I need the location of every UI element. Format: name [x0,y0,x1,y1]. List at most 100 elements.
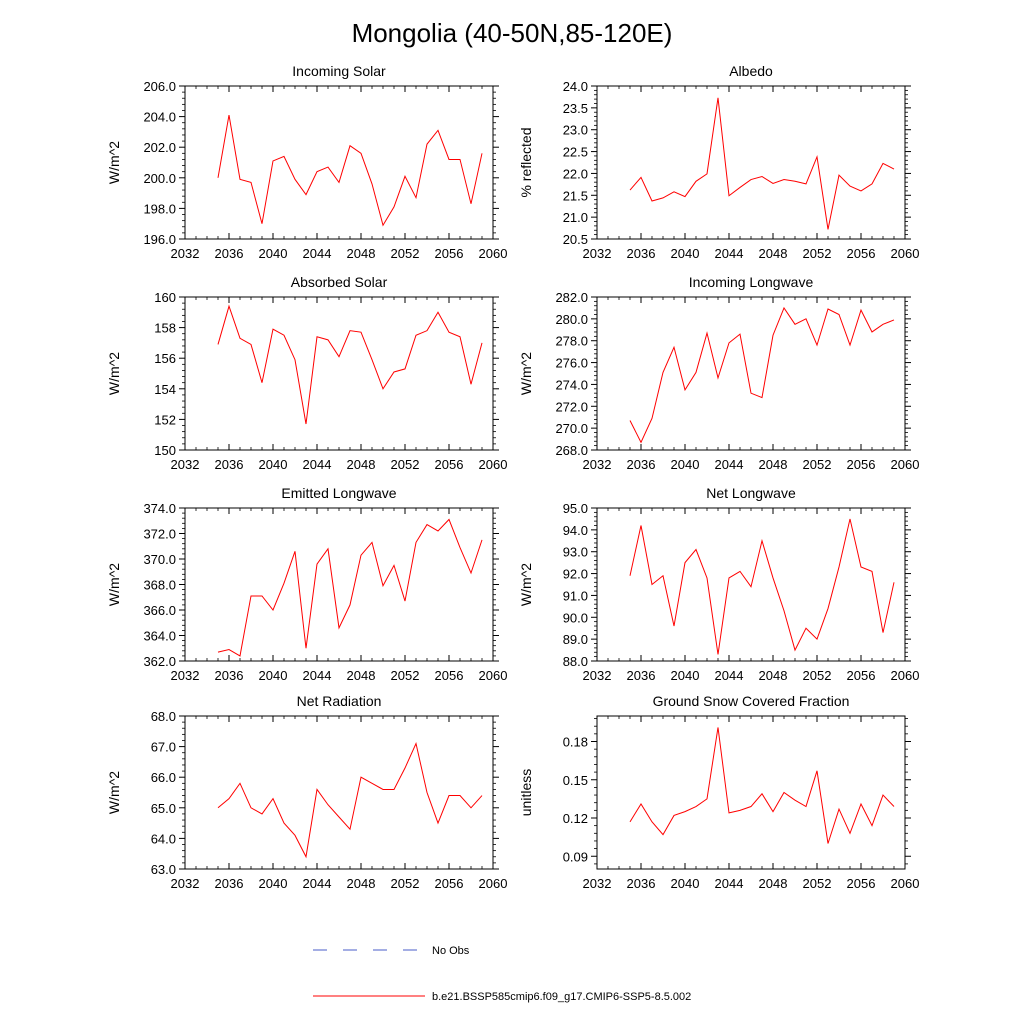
x-tick-label: 2060 [479,876,508,891]
y-tick-label: 276.0 [555,356,588,371]
y-tick-label: 272.0 [555,399,588,414]
x-tick-label: 2060 [479,246,508,261]
chart-title: Incoming Solar [292,63,386,79]
y-axis-label: W/m^2 [106,352,122,395]
series-line-1 [217,304,483,425]
y-tick-label: 150 [154,443,176,458]
y-tick-label: 196.0 [143,232,176,247]
x-tick-label: 2052 [803,668,832,683]
y-tick-label: 278.0 [555,334,588,349]
y-tick-label: 68.0 [151,709,176,724]
y-tick-label: 370.0 [143,552,176,567]
y-tick-label: 22.0 [563,166,588,181]
y-axis-label: unitless [518,769,534,816]
chart-title: Net Longwave [706,485,796,501]
series-line-1 [629,97,895,230]
y-tick-label: 280.0 [555,312,588,327]
x-tick-label: 2048 [347,876,376,891]
chart-panel-8: Ground Snow Covered Fraction unitless 2032… [518,693,919,891]
chart-panel-5: Emitted Longwave W/m^2 2032 2036 2040 2044 204… [106,485,507,683]
y-tick-label: 92.0 [563,567,588,582]
x-tick-label: 2032 [583,876,612,891]
x-tick-label: 2032 [171,876,200,891]
x-tick-label: 2044 [303,668,332,683]
y-tick-label: 200.0 [143,171,176,186]
y-tick-label: 198.0 [143,201,176,216]
y-tick-label: 89.0 [563,632,588,647]
y-tick-label: 282.0 [555,290,588,305]
chart-title: Emitted Longwave [281,485,396,501]
x-tick-label: 2040 [259,668,288,683]
y-tick-label: 160 [154,290,176,305]
chart-panel-7: Net Radiation W/m^2 2032 2036 2040 2044 2048 20… [106,693,507,891]
x-tick-label: 2032 [583,668,612,683]
y-tick-label: 21.5 [563,188,588,203]
y-tick-label: 374.0 [143,501,176,516]
y-tick-label: 23.5 [563,101,588,116]
y-tick-label: 154 [154,382,176,397]
y-tick-label: 94.0 [563,523,588,538]
y-tick-label: 95.0 [563,501,588,516]
x-tick-label: 2052 [391,246,420,261]
x-tick-label: 2056 [435,876,464,891]
x-tick-label: 2048 [759,876,788,891]
x-tick-label: 2060 [479,668,508,683]
x-tick-label: 2044 [715,876,744,891]
chart-title: Albedo [729,63,773,79]
x-tick-label: 2040 [259,246,288,261]
y-tick-label: 158 [154,321,176,336]
chart-title: Absorbed Solar [291,274,388,290]
x-tick-label: 2040 [671,246,700,261]
x-tick-label: 2044 [303,246,332,261]
x-tick-label: 2056 [847,668,876,683]
x-tick-label: 2036 [215,668,244,683]
x-tick-label: 2060 [479,457,508,472]
series-line-1 [217,114,483,227]
chart-title: Net Radiation [297,693,382,709]
legend: No Obs b.e21.BSSP585cmip6.f09_g17.CMIP6-S… [313,945,691,1003]
x-tick-label: 2044 [715,668,744,683]
y-tick-label: 270.0 [555,421,588,436]
chart-panel-4: Incoming Longwave W/m^2 2032 2036 2040 2044 20… [518,274,919,472]
x-tick-label: 2032 [171,668,200,683]
y-axis-label: W/m^2 [518,352,534,395]
y-axis-label: W/m^2 [106,771,122,814]
chart-title: Incoming Longwave [689,274,814,290]
y-axis-label: % reflected [518,127,534,197]
series-line-1 [217,518,483,657]
x-tick-label: 2056 [435,457,464,472]
x-tick-label: 2036 [215,876,244,891]
x-tick-label: 2052 [391,457,420,472]
y-tick-label: 66.0 [151,770,176,785]
y-tick-label: 366.0 [143,603,176,618]
x-tick-label: 2040 [259,457,288,472]
x-tick-label: 2056 [847,246,876,261]
x-tick-label: 2044 [715,246,744,261]
y-axis-label: W/m^2 [106,141,122,184]
y-tick-label: 24.0 [563,79,588,94]
x-tick-label: 2052 [391,668,420,683]
x-tick-label: 2052 [803,876,832,891]
y-tick-label: 67.0 [151,740,176,755]
x-tick-label: 2040 [671,457,700,472]
y-tick-label: 372.0 [143,527,176,542]
y-tick-label: 93.0 [563,545,588,560]
y-tick-label: 21.0 [563,210,588,225]
x-tick-label: 2036 [627,668,656,683]
legend-label: b.e21.BSSP585cmip6.f09_g17.CMIP6-SSP5-8.… [432,991,691,1003]
y-tick-label: 64.0 [151,831,176,846]
y-tick-label: 22.5 [563,145,588,160]
y-tick-label: 368.0 [143,578,176,593]
x-tick-label: 2056 [847,876,876,891]
legend-entry-model: b.e21.BSSP585cmip6.f09_g17.CMIP6-SSP5-8.… [313,991,691,1003]
x-tick-label: 2048 [347,246,376,261]
legend-entry-no-obs: No Obs [313,945,470,957]
y-tick-label: 65.0 [151,801,176,816]
x-tick-label: 2032 [583,246,612,261]
chart-panel-1: Incoming Solar W/m^2 2032 2036 2040 2044 2048 2… [106,63,507,261]
x-tick-label: 2060 [891,457,920,472]
y-tick-label: 23.0 [563,123,588,138]
series-line-1 [629,727,895,844]
y-tick-label: 274.0 [555,377,588,392]
